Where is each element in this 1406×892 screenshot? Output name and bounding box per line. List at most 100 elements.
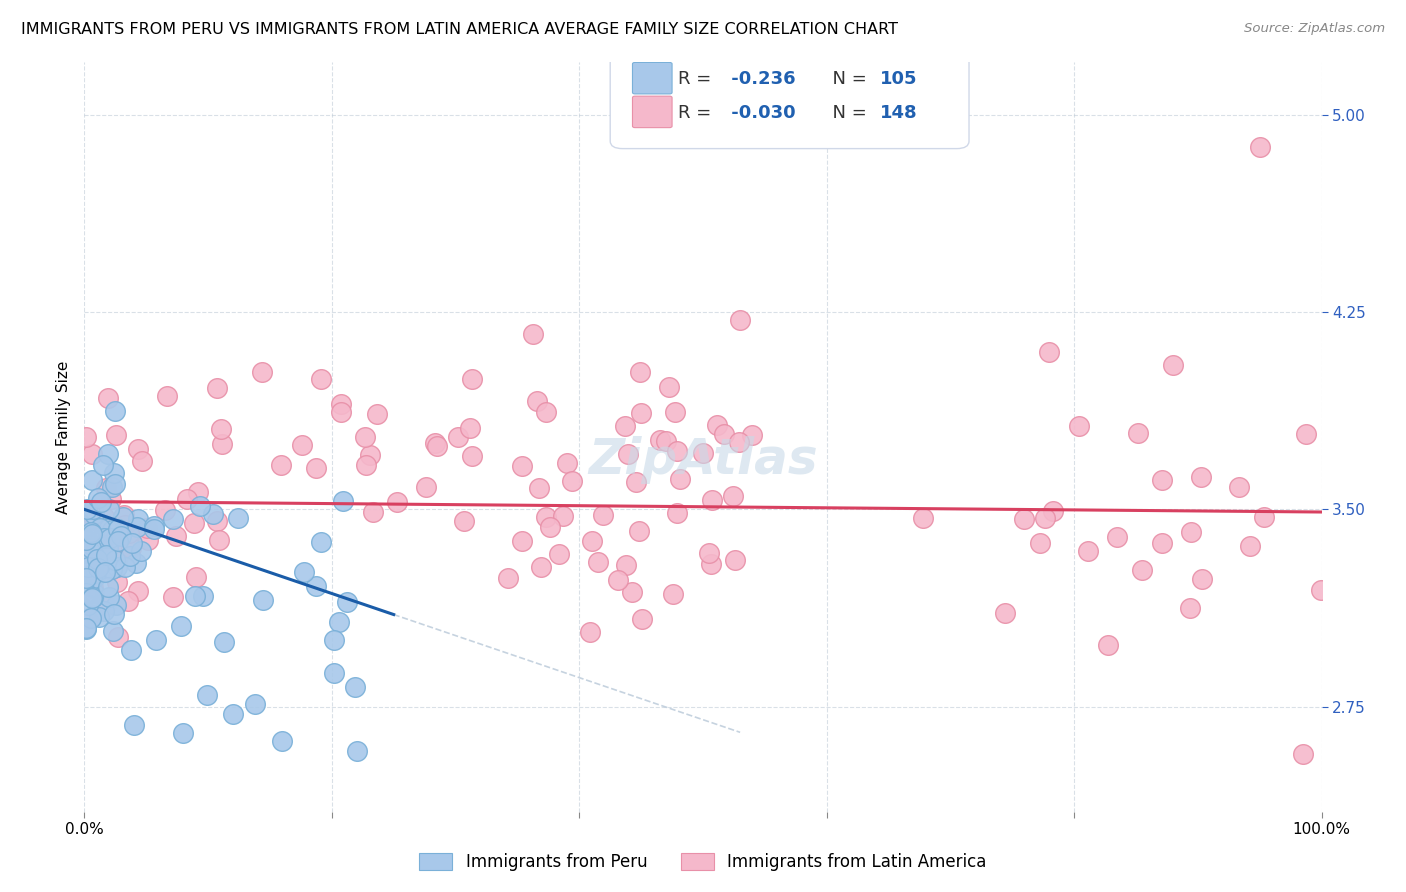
Point (292, 566, 315, 580)
Point (75, 571, 97, 585)
Point (548, 547, 571, 561)
Point (136, 521, 159, 535)
Point (328, 615, 350, 630)
Point (555, 456, 578, 470)
Point (616, 447, 638, 461)
Point (291, 437, 314, 451)
Point (93, 510, 115, 524)
Point (655, 434, 678, 448)
Point (103, 477, 125, 491)
FancyBboxPatch shape (610, 51, 969, 149)
Point (97, 391, 120, 405)
Point (1150, 535, 1173, 549)
Point (120, 642, 142, 657)
Point (526, 393, 548, 408)
Point (183, 589, 205, 603)
Point (87, 554, 110, 568)
Point (82, 502, 104, 516)
Point (83, 570, 105, 584)
Point (86, 552, 108, 566)
Point (97, 447, 120, 461)
Point (1253, 510, 1275, 524)
Point (191, 589, 214, 603)
Point (93, 531, 115, 545)
Point (83, 586, 105, 600)
Point (1180, 601, 1202, 615)
Point (105, 560, 128, 574)
Point (77, 570, 100, 584)
Point (728, 435, 751, 450)
Point (252, 593, 274, 607)
Point (322, 633, 344, 648)
Point (101, 523, 124, 537)
Point (700, 557, 723, 571)
Point (1097, 638, 1119, 652)
Point (87, 558, 110, 573)
Point (243, 698, 266, 712)
Point (111, 510, 134, 524)
Point (86, 563, 108, 577)
Text: Source: ZipAtlas.com: Source: ZipAtlas.com (1244, 22, 1385, 36)
Point (510, 459, 533, 474)
Point (83, 512, 105, 526)
FancyBboxPatch shape (633, 96, 672, 128)
Point (118, 526, 141, 541)
Point (536, 509, 558, 524)
Point (97, 591, 120, 605)
Point (664, 405, 686, 419)
Point (98, 502, 121, 516)
Point (75, 559, 97, 574)
Point (127, 584, 149, 599)
Point (741, 428, 763, 442)
Point (127, 512, 149, 526)
Point (165, 529, 187, 543)
Point (197, 688, 219, 702)
Point (1161, 358, 1184, 372)
Point (209, 422, 232, 436)
Point (162, 512, 184, 526)
Point (1295, 426, 1317, 441)
Point (75, 564, 97, 578)
Point (665, 444, 688, 458)
Point (79, 524, 101, 539)
Point (721, 489, 744, 503)
Point (207, 514, 229, 528)
Point (121, 535, 143, 549)
Point (188, 499, 211, 513)
Point (75, 621, 97, 635)
Point (270, 458, 292, 472)
Point (170, 619, 193, 633)
Legend: Immigrants from Peru, Immigrants from Latin America: Immigrants from Peru, Immigrants from La… (411, 845, 995, 880)
Point (415, 480, 437, 494)
Point (1077, 544, 1099, 558)
Point (112, 508, 135, 522)
Point (83, 589, 105, 603)
Point (343, 681, 366, 695)
Text: N =: N = (821, 70, 872, 88)
Point (107, 630, 129, 644)
Point (332, 494, 354, 508)
Point (658, 380, 681, 394)
Text: -0.030: -0.030 (725, 103, 796, 121)
Point (366, 407, 388, 421)
Point (103, 607, 125, 621)
Point (1292, 747, 1315, 761)
Point (586, 555, 609, 569)
Point (89, 521, 111, 535)
Point (354, 458, 377, 472)
Point (97, 580, 120, 594)
Point (153, 503, 176, 517)
Point (628, 365, 651, 379)
Point (100, 480, 122, 494)
Point (93, 541, 115, 555)
Point (1033, 511, 1056, 525)
Point (75, 540, 97, 554)
Point (82, 546, 104, 560)
Point (665, 506, 688, 520)
Point (329, 397, 352, 411)
Point (700, 493, 723, 508)
Point (510, 534, 533, 549)
Point (453, 514, 475, 528)
Point (77, 587, 100, 601)
Point (114, 517, 136, 532)
